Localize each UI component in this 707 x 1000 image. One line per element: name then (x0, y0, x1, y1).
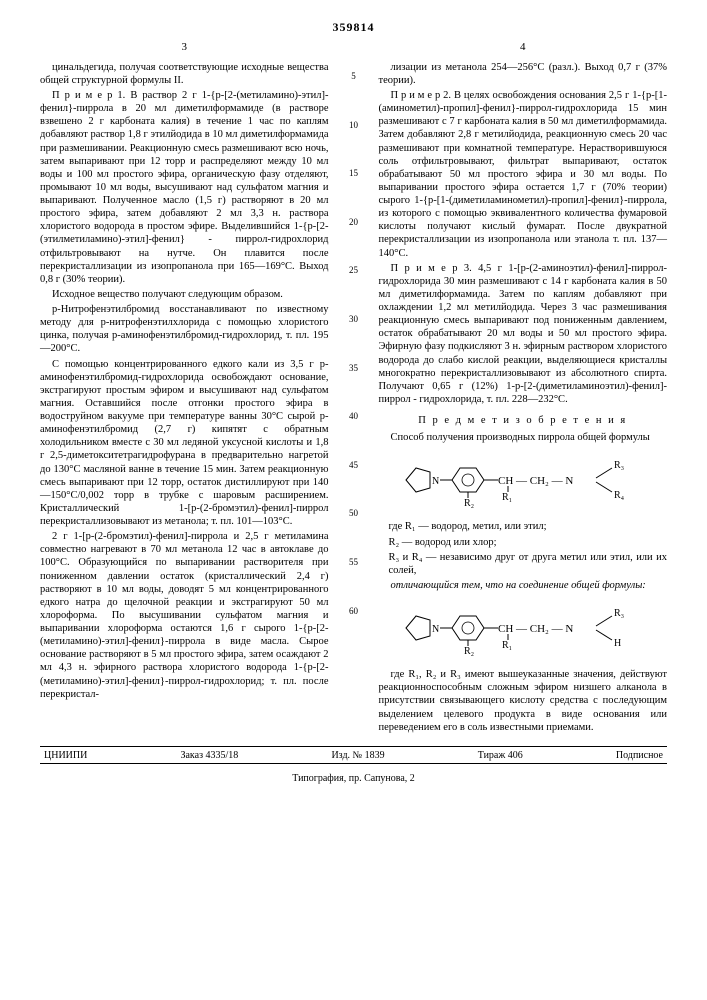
svg-text:CH — CH₂ — N: CH — CH₂ — N (498, 623, 573, 635)
line-mark: 25 (347, 265, 361, 275)
line-mark: 20 (347, 217, 361, 227)
subject-of-invention-heading: П р е д м е т и з о б р е т е н и я (379, 414, 668, 427)
line-mark: 10 (347, 120, 361, 130)
footer-order: Заказ 4335/18 (180, 750, 238, 761)
svg-text:R₁: R₁ (502, 640, 512, 651)
left-p5: С помощью концентрированного едкого кали… (40, 358, 329, 529)
left-column-number: 3 (40, 41, 329, 55)
distinguishing-clause: отличающийся тем, что на соединение обще… (391, 580, 646, 591)
footer-izd: Изд. № 1839 (331, 750, 384, 761)
footer-sub: Подписное (616, 750, 663, 761)
svg-text:R₂: R₂ (464, 646, 474, 657)
left-p6: 2 г 1-[p-(2-бромэтил)-фенил]-пиррола и 2… (40, 530, 329, 701)
where-r3r4: R₃ и R₄ — независимо друг от друга метил… (379, 551, 668, 577)
line-mark: 45 (347, 460, 361, 470)
line-mark: 30 (347, 314, 361, 324)
footer-rule: ЦНИИПИ Заказ 4335/18 Изд. № 1839 Тираж 4… (40, 746, 667, 761)
right-p1: лизации из метанола 254—256°С (разл.). В… (379, 61, 668, 87)
right-column-number: 4 (379, 41, 668, 55)
svg-text:R₂: R₂ (464, 498, 474, 509)
line-mark: 35 (347, 363, 361, 373)
line-mark: 40 (347, 411, 361, 421)
svg-text:N: N (432, 624, 439, 635)
left-p2-example1: П р и м е р 1. В раствор 2 г 1-{p-[2-(ме… (40, 89, 329, 286)
footer-org: ЦНИИПИ (44, 750, 87, 761)
left-p1: цинальдегида, получая соответствующие ис… (40, 61, 329, 87)
right-p5: отличающийся тем, что на соединение обще… (379, 579, 668, 592)
chain-text: CH — CH₂ — N (498, 475, 573, 487)
footer-typography: Типография, пр. Сапунова, 2 (40, 773, 667, 784)
right-p3-example3: П р и м е р 3. 4,5 г 1-[p-(2-аминоэтил)-… (379, 262, 668, 406)
right-p4: Способ получения производных пиррола общ… (379, 431, 668, 444)
patent-number: 359814 (40, 20, 667, 35)
line-mark: 5 (347, 71, 361, 81)
line-number-gutter: 5 10 15 20 25 30 35 40 45 50 55 60 (347, 41, 361, 736)
footer-line-1: ЦНИИПИ Заказ 4335/18 Изд. № 1839 Тираж 4… (40, 750, 667, 761)
right-p2-example2: П р и м е р 2. В целях освобождения осно… (379, 89, 668, 260)
line-mark: 60 (347, 606, 361, 616)
right-p6: где R₁, R₂ и R₃ имеют вышеуказанные знач… (379, 668, 668, 734)
svg-text:N: N (432, 476, 439, 487)
chemical-structure-1: N CH — CH₂ — N R₂ R₁ (379, 450, 668, 514)
where-r1: где R₁ — водород, метил, или этил; (379, 520, 668, 533)
right-column: 4 лизации из метанола 254—256°С (разл.).… (379, 41, 668, 736)
line-mark: 55 (347, 557, 361, 567)
footer-tirazh: Тираж 406 (478, 750, 523, 761)
where-r2: R₂ — водород или хлор; (379, 536, 668, 549)
left-p4: p-Нитрофенэтилбромид восстанавливают по … (40, 303, 329, 356)
footer-rule-2 (40, 763, 667, 767)
two-column-layout: 3 цинальдегида, получая соответствующие … (40, 41, 667, 736)
svg-text:H: H (614, 638, 621, 649)
line-mark: 15 (347, 168, 361, 178)
left-column: 3 цинальдегида, получая соответствующие … (40, 41, 329, 736)
svg-text:R₃: R₃ (614, 608, 624, 619)
left-p3: Исходное вещество получают следующим обр… (40, 288, 329, 301)
line-mark: 50 (347, 508, 361, 518)
chemical-structure-2: N CH — CH₂ — N R₂ R₁ R₃ H (379, 598, 668, 662)
svg-text:R₃: R₃ (614, 460, 624, 471)
page: 359814 3 цинальдегида, получая соответст… (0, 0, 707, 794)
svg-text:R₁: R₁ (502, 492, 512, 503)
svg-text:R₄: R₄ (614, 490, 625, 501)
